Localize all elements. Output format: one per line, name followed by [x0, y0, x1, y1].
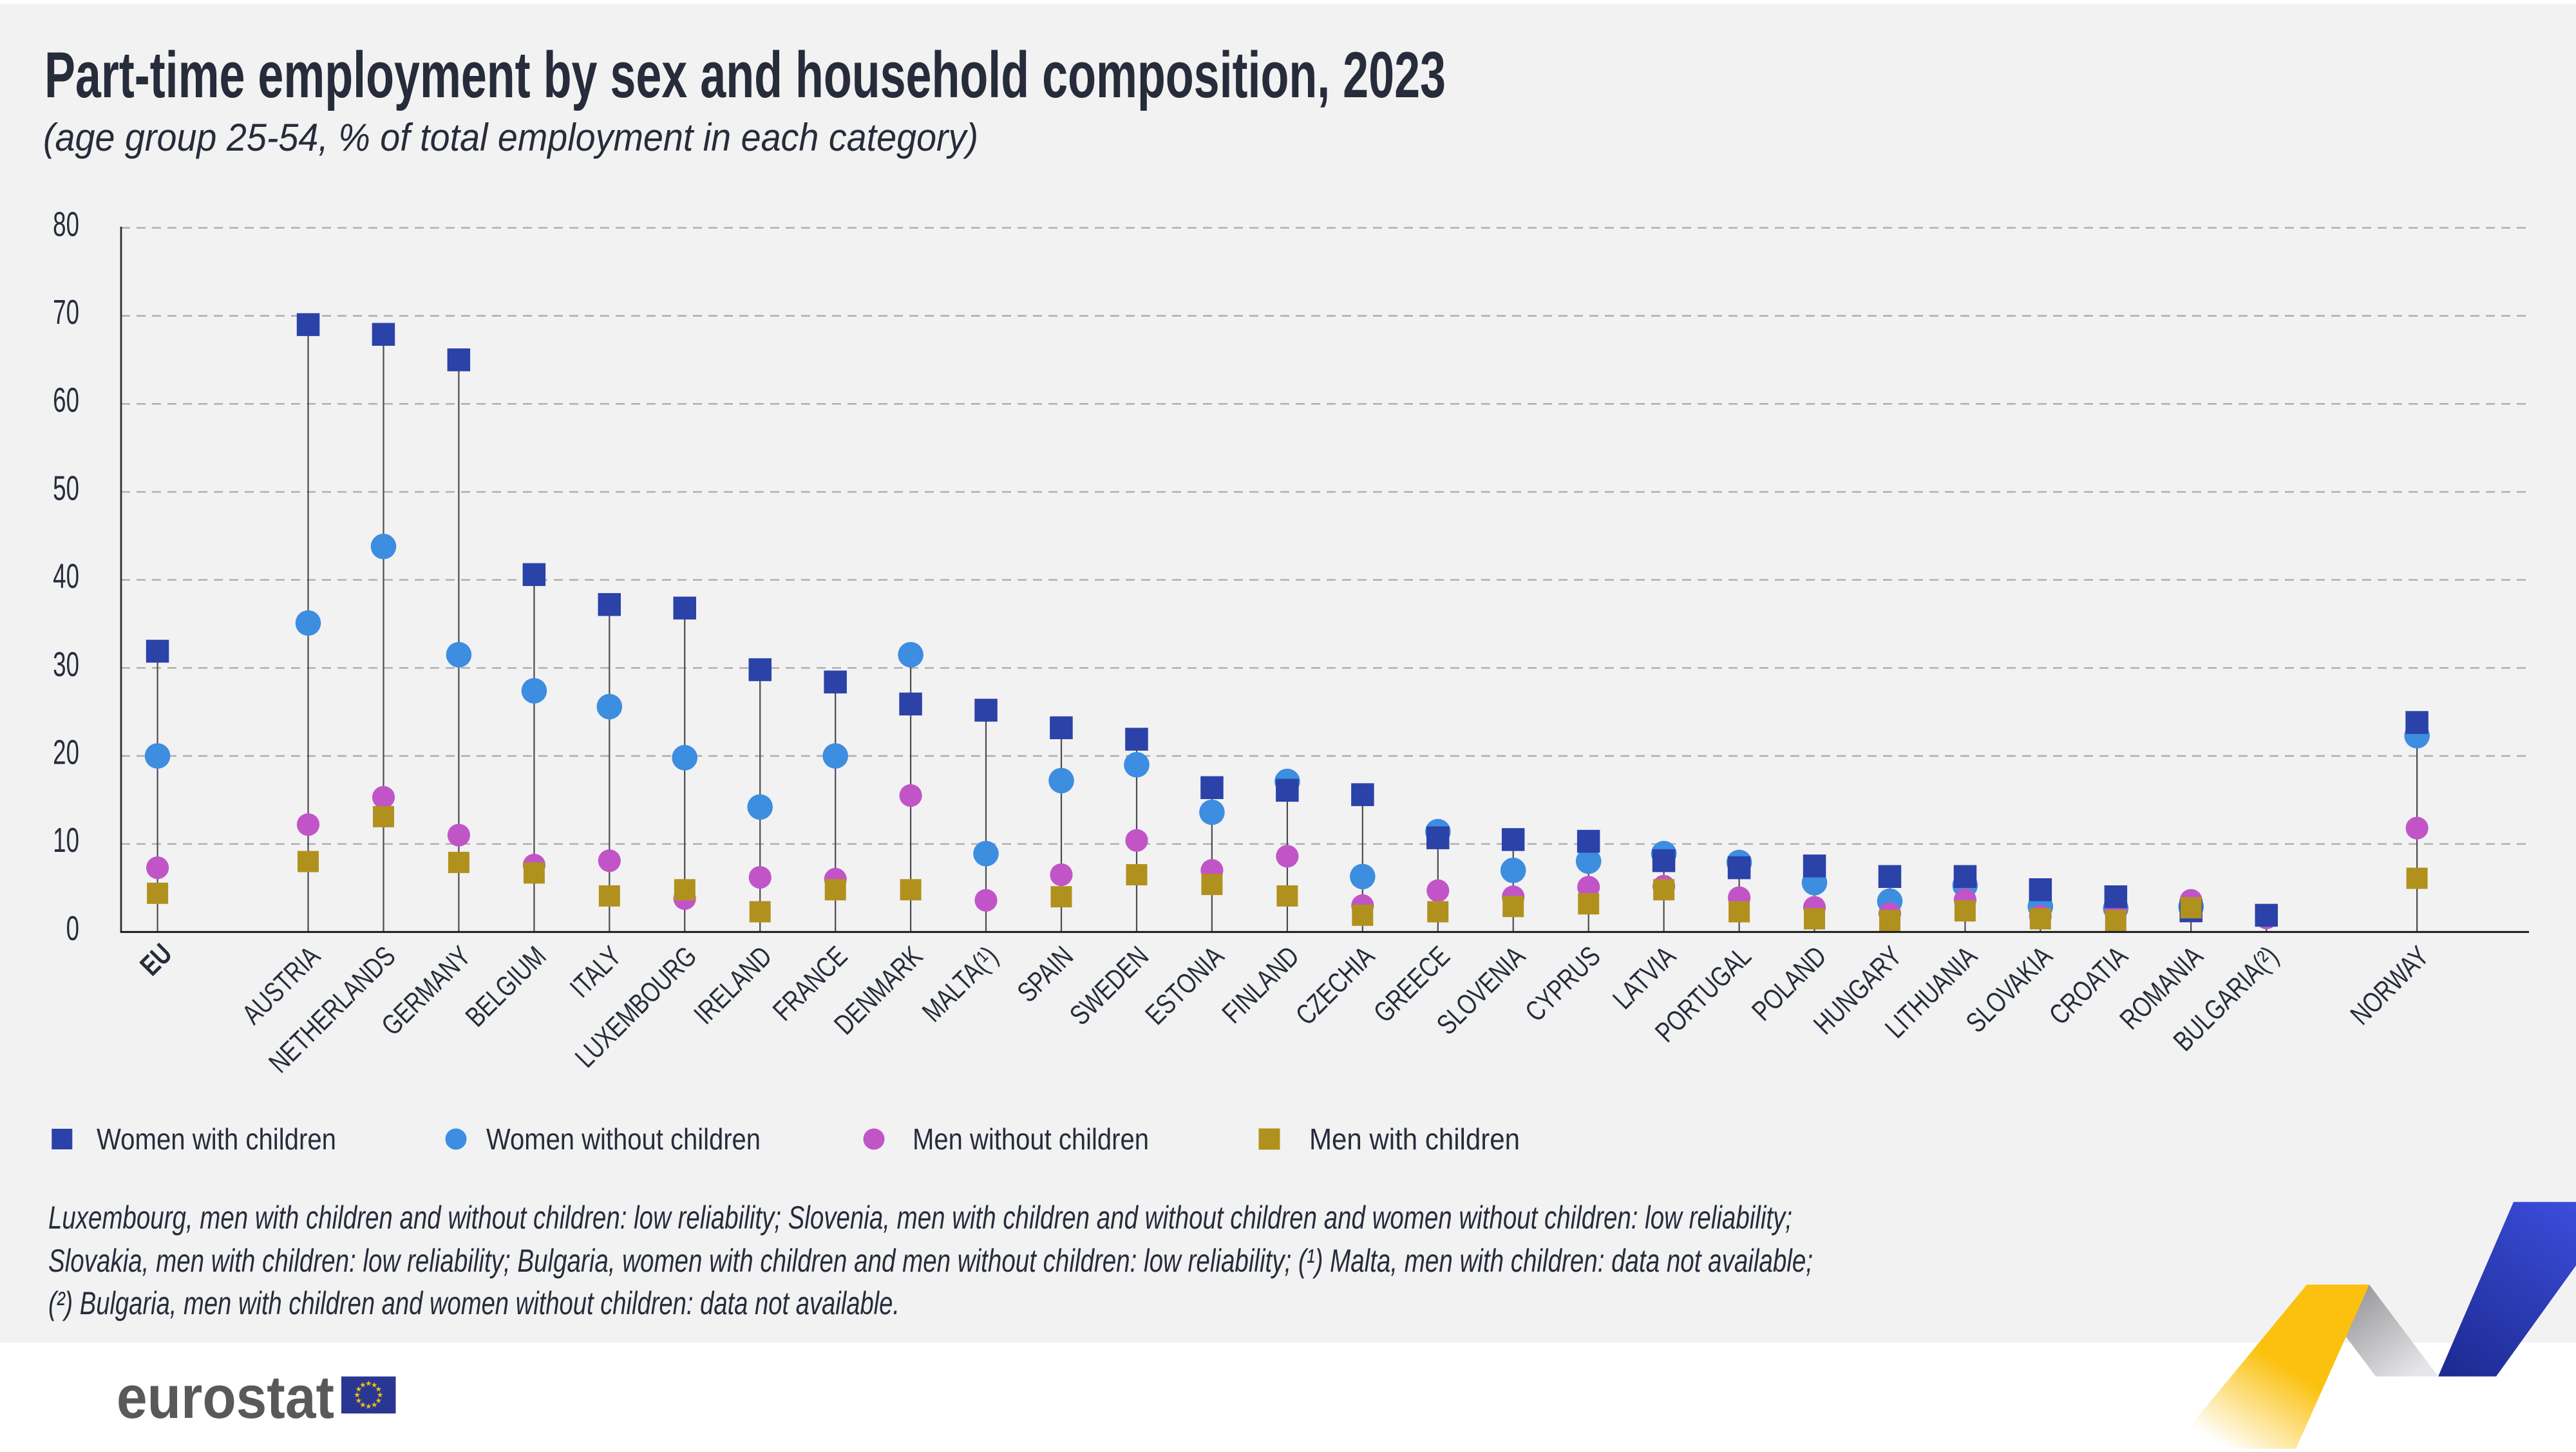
svg-text:Women with children: Women with children	[97, 1122, 336, 1156]
svg-text:Men with children: Men with children	[1309, 1122, 1520, 1156]
svg-text:Women without children: Women without children	[486, 1122, 761, 1156]
svg-text:10: 10	[53, 820, 79, 860]
svg-text:0: 0	[66, 909, 79, 948]
svg-text:70: 70	[53, 292, 79, 332]
svg-text:80: 80	[53, 204, 79, 243]
svg-text:(age group 25-54, % of total e: (age group 25-54, % of total employment …	[43, 116, 978, 159]
svg-text:(²) Bulgaria, men with childre: (²) Bulgaria, men with children and wome…	[48, 1285, 900, 1321]
svg-text:50: 50	[53, 468, 79, 507]
svg-text:Luxembourg, men with children: Luxembourg, men with children and withou…	[48, 1200, 1792, 1236]
svg-text:Slovakia, men with children: l: Slovakia, men with children: low reliabi…	[48, 1243, 1813, 1279]
svg-text:60: 60	[53, 381, 79, 420]
svg-text:40: 40	[53, 556, 79, 596]
svg-text:eurostat: eurostat	[117, 1363, 334, 1431]
svg-text:Part-time employment by sex an: Part-time employment by sex and househol…	[44, 39, 1446, 111]
svg-text:Men without children: Men without children	[913, 1122, 1149, 1156]
svg-text:30: 30	[53, 645, 79, 684]
svg-text:20: 20	[53, 732, 79, 771]
